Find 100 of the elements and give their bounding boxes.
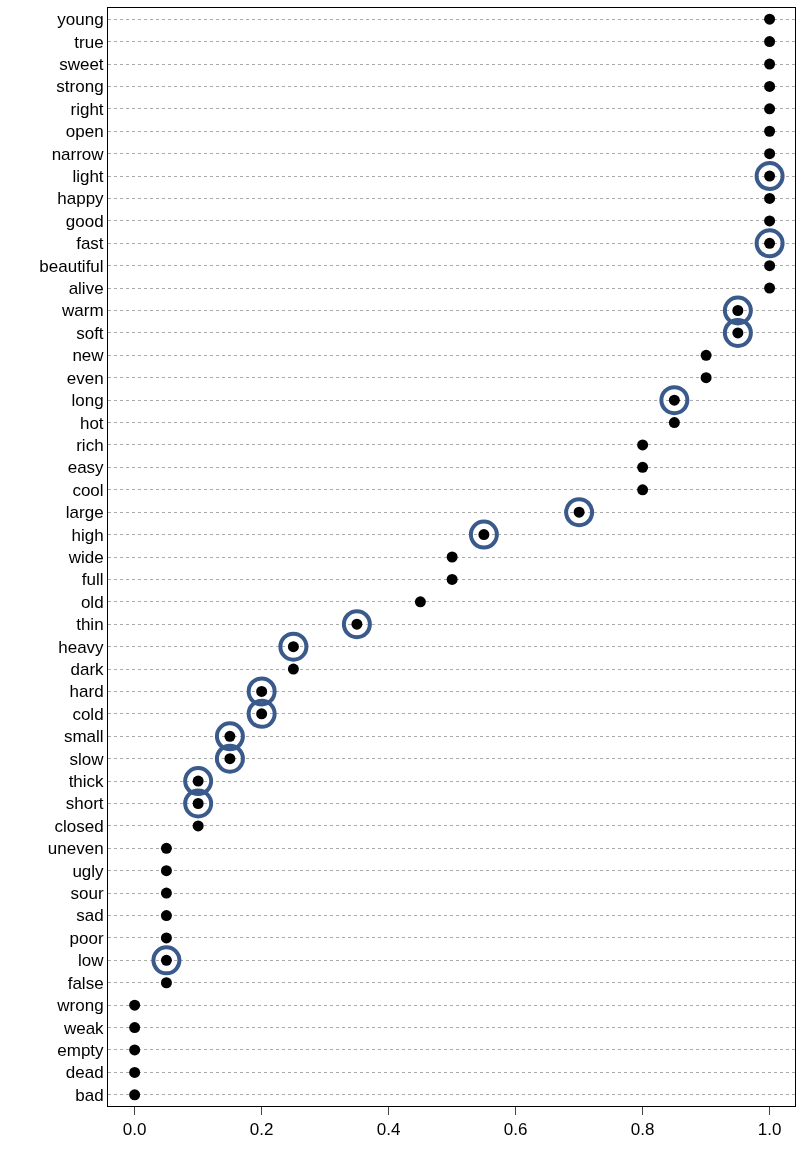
y-tick-label: dark <box>70 659 105 679</box>
point <box>637 461 649 473</box>
y-tick-label: weak <box>62 1018 105 1038</box>
point <box>764 125 776 137</box>
y-tick-label: thick <box>68 772 105 792</box>
point <box>764 148 776 160</box>
point <box>637 439 649 451</box>
point <box>764 103 776 115</box>
point <box>764 192 776 204</box>
y-tick-label: sour <box>70 884 104 904</box>
y-tick-label: fast <box>76 234 104 254</box>
point <box>246 676 277 707</box>
y-tick-label: short <box>65 794 104 814</box>
y-tick-label: sad <box>76 906 104 926</box>
point <box>637 484 649 496</box>
x-tick-label: 0.0 <box>122 1120 147 1140</box>
y-tick-label: wrong <box>56 996 104 1016</box>
y-tick-label: high <box>71 525 104 545</box>
point <box>192 820 204 832</box>
point <box>129 1022 141 1034</box>
y-tick-label: light <box>72 167 104 187</box>
x-tick-label: 0.2 <box>249 1120 274 1140</box>
point <box>160 977 172 989</box>
y-tick-label: sweet <box>59 54 104 74</box>
point <box>414 596 426 608</box>
point <box>659 385 690 416</box>
point <box>700 372 712 384</box>
y-tick-label: easy <box>67 458 105 478</box>
y-tick-label: hot <box>79 413 104 433</box>
x-tick-label: 0.8 <box>630 1120 655 1140</box>
point <box>754 161 785 192</box>
y-tick-label: open <box>65 122 104 142</box>
point <box>129 1066 141 1078</box>
point <box>183 788 214 819</box>
point <box>764 80 776 92</box>
y-tick-label: alive <box>68 279 104 299</box>
point <box>151 945 182 976</box>
y-tick-label: even <box>66 368 104 388</box>
y-tick-label: poor <box>69 928 104 948</box>
point <box>246 698 277 729</box>
point <box>668 417 680 429</box>
y-tick-label: hard <box>69 682 104 702</box>
y-tick-label: old <box>80 592 104 612</box>
x-tick-label: 0.4 <box>376 1120 401 1140</box>
y-tick-label: cool <box>72 480 104 500</box>
point <box>129 1044 141 1056</box>
point <box>764 260 776 272</box>
y-tick-label: bad <box>75 1085 104 1105</box>
y-tick-label: strong <box>56 77 104 97</box>
x-tick-label: 1.0 <box>757 1120 782 1140</box>
y-tick-label: uneven <box>47 839 104 859</box>
y-tick-label: wide <box>67 547 104 567</box>
y-tick-label: young <box>57 10 104 30</box>
y-tick-label: cold <box>72 704 104 724</box>
y-tick-label: heavy <box>58 637 105 657</box>
x-tick-label: 0.6 <box>503 1120 528 1140</box>
point <box>214 721 245 752</box>
point <box>287 663 299 675</box>
y-tick-label: warm <box>61 301 104 321</box>
point <box>764 282 776 294</box>
y-tick-label: long <box>71 391 104 411</box>
point <box>341 609 372 640</box>
point <box>160 842 172 854</box>
point <box>722 317 753 348</box>
point <box>160 932 172 944</box>
y-tick-label: thin <box>76 615 104 635</box>
point <box>754 228 785 259</box>
point <box>764 13 776 25</box>
point <box>446 573 458 585</box>
y-tick-label: soft <box>76 323 104 343</box>
y-tick-label: rich <box>76 435 104 455</box>
point <box>278 631 309 662</box>
y-tick-label: slow <box>69 749 105 769</box>
y-tick-label: true <box>74 32 104 52</box>
y-tick-label: low <box>78 951 105 971</box>
y-tick-label: empty <box>57 1040 105 1060</box>
point <box>446 551 458 563</box>
y-tick-label: large <box>65 503 104 523</box>
y-tick-label: small <box>63 727 104 747</box>
point <box>722 295 753 326</box>
point <box>160 865 172 877</box>
point <box>468 519 499 550</box>
y-tick-label: new <box>72 346 105 366</box>
y-tick-label: narrow <box>51 144 105 164</box>
point <box>764 36 776 48</box>
y-tick-label: full <box>81 570 104 590</box>
point <box>764 215 776 227</box>
point <box>160 887 172 899</box>
y-tick-label: false <box>67 973 104 993</box>
point <box>214 743 245 774</box>
y-tick-label: right <box>70 99 104 119</box>
y-tick-label: ugly <box>72 861 105 881</box>
point <box>183 766 214 797</box>
point <box>764 58 776 70</box>
point <box>129 1089 141 1101</box>
point <box>160 910 172 922</box>
y-tick-label: beautiful <box>39 256 104 276</box>
point <box>564 497 595 528</box>
y-tick-label: dead <box>65 1063 104 1083</box>
y-tick-label: closed <box>54 816 104 836</box>
